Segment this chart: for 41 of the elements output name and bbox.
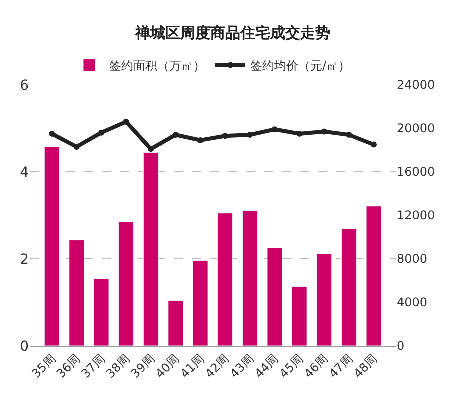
y2-tick-label: 24000 <box>397 78 436 92</box>
point <box>272 126 278 133</box>
bar <box>366 206 382 346</box>
y-tick-label: 4 <box>20 164 30 181</box>
bar <box>94 278 110 346</box>
point <box>346 132 352 138</box>
legend-label: 签约均价（元/㎡） <box>250 58 351 73</box>
bar <box>316 254 332 346</box>
point <box>321 128 328 135</box>
legend-label: 签约面积（万㎡） <box>110 58 206 73</box>
point <box>148 146 154 152</box>
y-tick-label: 0 <box>20 338 29 355</box>
point <box>74 144 80 150</box>
y2-tick-label: 16000 <box>397 165 436 180</box>
bar <box>69 240 84 346</box>
y2-tick-label: 0 <box>397 339 405 354</box>
point <box>222 133 228 140</box>
bar <box>218 213 234 346</box>
bar <box>44 146 60 346</box>
bar <box>292 286 308 346</box>
point <box>198 137 204 144</box>
y2-tick-label: 4000 <box>397 296 428 310</box>
point <box>172 132 179 138</box>
point <box>49 130 56 137</box>
point <box>247 132 254 138</box>
chart-title: 禅城区周度商品住宅成交走势 <box>134 24 330 42</box>
y-tick-label: 2 <box>20 252 29 268</box>
point <box>370 142 377 148</box>
bar <box>267 248 283 346</box>
y2-tick-label: 8000 <box>397 252 428 266</box>
bar <box>242 210 258 346</box>
y-tick-label: 6 <box>20 78 30 94</box>
y2-tick-label: 20000 <box>397 122 436 136</box>
bar <box>168 300 184 346</box>
bar <box>118 222 134 346</box>
bar <box>192 260 208 346</box>
bar <box>342 228 357 346</box>
point <box>98 130 105 136</box>
y2-tick-label: 12000 <box>397 208 436 223</box>
bar <box>143 152 159 346</box>
point <box>123 118 130 125</box>
